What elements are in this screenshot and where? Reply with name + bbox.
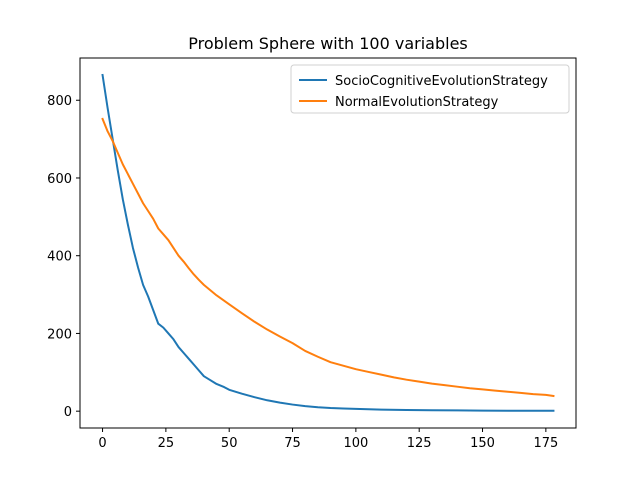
x-tick-label: 175 — [533, 436, 558, 451]
x-tick-label: 25 — [158, 436, 175, 451]
x-tick-label: 150 — [470, 436, 495, 451]
y-tick-label: 800 — [47, 94, 72, 109]
x-tick-label: 75 — [284, 436, 301, 451]
axes-frame — [79, 57, 577, 429]
x-tick-label: 100 — [343, 436, 368, 451]
legend-label-normal: NormalEvolutionStrategy — [335, 95, 499, 110]
legend-label-socio-cognitive: SocioCognitiveEvolutionStrategy — [335, 74, 548, 89]
y-tick-label: 0 — [64, 405, 72, 420]
chart-title: Problem Sphere with 100 variables — [188, 34, 468, 53]
x-tick-label: 50 — [221, 436, 238, 451]
y-tick-label: 400 — [47, 250, 72, 265]
series-line-normal — [101, 117, 555, 398]
legend-box — [290, 64, 570, 114]
y-tick-label: 200 — [47, 327, 72, 342]
axes: 0 25 50 75 100 125 150 175 0 200 400 600 800 — [47, 57, 577, 451]
plot-area — [101, 73, 555, 412]
series-line-socio-cognitive — [101, 73, 555, 412]
x-tick-label: 0 — [98, 436, 106, 451]
y-tick-label: 600 — [47, 172, 72, 187]
legend: SocioCognitiveEvolutionStrategy NormalEvo… — [290, 64, 570, 114]
x-tick-label: 125 — [407, 436, 432, 451]
